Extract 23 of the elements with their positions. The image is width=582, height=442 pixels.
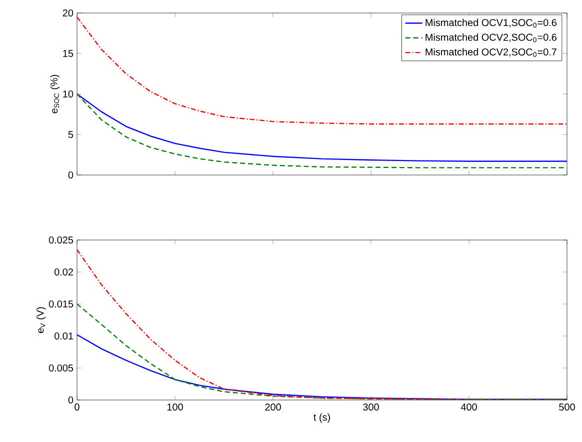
y-tick-label: 0.02 xyxy=(54,268,73,276)
y-tick-label: 10 xyxy=(63,90,74,98)
x-axis-title: t (s) xyxy=(314,413,330,423)
legend-label: Mismatched OCV2,SOC$_{0}$=0.6 xyxy=(426,33,556,42)
y-tick-label: 0.01 xyxy=(54,332,73,340)
y-tick-label: 15 xyxy=(63,50,74,57)
y-tick-label: 5 xyxy=(68,131,74,138)
legend-label: Mismatched OCV2,SOC$_{0}$=0.7 xyxy=(426,48,556,57)
x-tick-label: 0 xyxy=(74,404,80,411)
y-tick-label: 0 xyxy=(68,396,74,404)
x-tick-label: 100 xyxy=(167,404,183,411)
legend-label: Mismatched OCV1,SOC$_{0}$=0.6 xyxy=(426,18,556,28)
x-tick-label: 300 xyxy=(363,404,379,411)
y-tick-label: 20 xyxy=(62,9,74,17)
y-tick-label: 0.005 xyxy=(48,364,74,372)
x-tick-label: 500 xyxy=(559,404,575,411)
y-tick-label: 0.025 xyxy=(48,236,74,244)
y-axis-title: e$_{V}$ (V) xyxy=(36,307,46,333)
y-tick-label: 0 xyxy=(68,171,74,179)
y-axis-title: e$_{SOC}$ (%) xyxy=(50,74,60,114)
x-tick-label: 200 xyxy=(265,404,281,411)
x-tick-label: 400 xyxy=(460,404,477,411)
y-tick-label: 0.015 xyxy=(48,300,74,308)
